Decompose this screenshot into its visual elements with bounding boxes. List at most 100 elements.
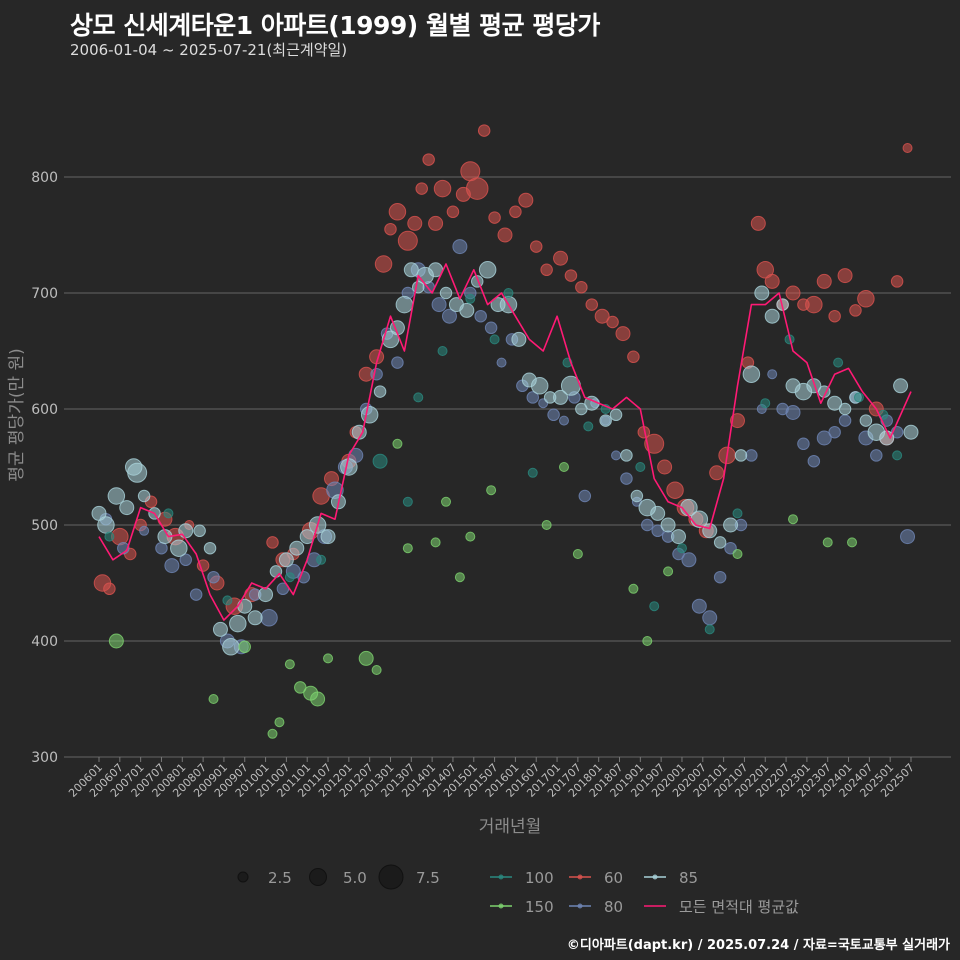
point-60 (750, 215, 766, 231)
point-80 (474, 309, 487, 323)
point-80 (139, 525, 150, 536)
point-80 (155, 541, 168, 555)
point-80 (179, 553, 193, 567)
point-85 (893, 378, 909, 394)
point-85 (119, 500, 135, 516)
point-85 (859, 414, 873, 427)
size-legend-label: 5.0 (343, 869, 367, 887)
point-100 (104, 531, 115, 542)
point-60 (397, 230, 418, 251)
point-60 (890, 275, 904, 288)
point-60 (518, 192, 534, 208)
point-150 (402, 543, 413, 554)
point-60 (509, 205, 522, 219)
size-legend-circle (378, 864, 404, 890)
point-85 (373, 385, 387, 398)
point-85 (903, 424, 919, 440)
point-60 (666, 481, 684, 499)
point-80 (816, 430, 832, 446)
point-80 (391, 356, 404, 369)
point-100 (635, 462, 646, 472)
point-85 (660, 517, 676, 533)
point-150 (358, 650, 374, 666)
point-60 (805, 295, 823, 314)
point-60 (428, 215, 444, 231)
point-100 (503, 288, 514, 298)
point-85 (838, 402, 852, 416)
x-tick-labels: 2006012006072007012007072008012008072009… (66, 761, 917, 800)
point-100 (163, 508, 174, 519)
point-60 (756, 261, 775, 279)
point-60 (606, 315, 619, 329)
point-80 (807, 454, 821, 468)
point-85 (511, 331, 527, 347)
point-85 (764, 308, 780, 324)
size-legend-circle (309, 868, 327, 886)
point-80 (870, 449, 883, 462)
point-60 (575, 280, 588, 294)
point-60 (627, 350, 640, 364)
point-150 (663, 566, 674, 577)
y-tick-label: 300 (31, 750, 58, 766)
point-150 (788, 514, 799, 525)
point-85 (170, 539, 188, 557)
legend: 2.5 5.0 7.5 100 60 85 150 80 모든 면적대 평균값 (237, 864, 799, 916)
point-150 (284, 659, 295, 670)
point-60 (446, 205, 460, 219)
point-150 (430, 537, 441, 548)
point-150 (441, 496, 452, 507)
point-80 (641, 518, 654, 532)
point-60 (709, 465, 725, 481)
point-85 (222, 638, 240, 656)
point-60 (857, 290, 875, 308)
point-85 (289, 540, 305, 556)
color-legend-label: 모든 면적대 평균값 (679, 898, 799, 916)
point-100 (732, 508, 743, 519)
point-80 (484, 321, 498, 335)
point-60 (594, 308, 610, 324)
average-line (98, 263, 912, 621)
point-150 (732, 549, 743, 559)
point-60 (266, 536, 279, 549)
point-80 (691, 598, 707, 614)
point-100 (676, 543, 687, 554)
point-85 (553, 389, 569, 405)
point-80 (797, 437, 810, 451)
point-85 (278, 552, 294, 568)
x-axis-label: 거래년월 (479, 817, 542, 837)
chart-subtitle: 2006-01-04 ~ 2025-07-21(최근계약일) (70, 41, 348, 59)
point-60 (529, 240, 543, 253)
point-80 (828, 425, 841, 439)
data-points (91, 124, 919, 739)
point-80 (681, 552, 697, 568)
point-85 (340, 458, 358, 476)
point-80 (745, 449, 758, 462)
point-80 (526, 391, 540, 404)
point-85 (742, 365, 761, 383)
point-60 (407, 215, 423, 231)
point-80 (164, 558, 180, 574)
color-legend-label: 85 (679, 869, 698, 887)
point-85 (193, 524, 206, 538)
point-85 (439, 286, 453, 300)
y-tick-label: 600 (31, 402, 58, 418)
point-60 (415, 182, 428, 195)
point-80 (767, 369, 778, 380)
y-axis-label: 평균 평당가(만 원) (7, 348, 27, 482)
color-legend-dot (498, 874, 504, 880)
point-60 (103, 582, 116, 596)
point-60 (488, 211, 501, 224)
point-60 (422, 153, 435, 166)
point-60 (553, 250, 569, 266)
point-100 (284, 572, 295, 583)
point-80 (452, 239, 468, 255)
y-tick-label: 500 (31, 518, 58, 534)
point-60 (644, 433, 665, 454)
point-80 (431, 297, 447, 313)
point-85 (650, 505, 666, 521)
y-tick-label: 800 (31, 170, 58, 186)
point-60 (433, 179, 452, 198)
point-60 (657, 459, 673, 475)
point-85 (734, 449, 748, 462)
point-85 (137, 489, 151, 503)
